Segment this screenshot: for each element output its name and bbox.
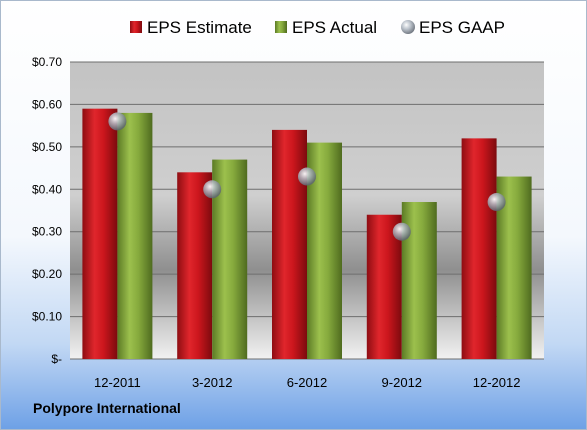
company-name: Polypore International (33, 400, 181, 416)
legend-swatch (130, 21, 142, 33)
y-tick-label: $0.40 (32, 182, 62, 196)
legend: EPS Estimate EPS Actual EPS GAAP (130, 18, 505, 37)
eps-estimate-bar (82, 108, 118, 360)
legend-actual: EPS Actual (275, 18, 377, 37)
x-axis-tick-labels: 12-2011 3-2012 6-2012 9-2012 12-2012 (94, 375, 520, 390)
x-tick-label: 3-2012 (192, 375, 232, 390)
bar-series (82, 108, 532, 360)
eps-gaap-marker (487, 193, 506, 212)
legend-label: EPS Actual (292, 18, 377, 37)
x-tick-label: 6-2012 (287, 375, 327, 390)
y-tick-label: $- (51, 352, 62, 366)
x-tick-label: 9-2012 (382, 375, 422, 390)
eps-gaap-marker (298, 167, 316, 186)
eps-estimate-bar (272, 129, 307, 359)
legend-label: EPS Estimate (147, 18, 252, 37)
eps-estimate-bar (461, 138, 497, 359)
legend-estimate: EPS Estimate (130, 18, 252, 37)
x-tick-label: 12-2012 (473, 375, 521, 390)
eps-estimate-bar (177, 172, 213, 359)
legend-swatch (401, 20, 415, 34)
legend-label: EPS GAAP (419, 18, 505, 37)
eps-actual-bar (117, 112, 153, 360)
eps-gaap-marker (203, 180, 222, 199)
x-tick-label: 12-2011 (94, 375, 141, 390)
y-tick-label: $0.10 (32, 310, 62, 324)
eps-gaap-marker (108, 112, 127, 131)
y-axis-tick-labels: $- $0.10 $0.20 $0.30 $0.40 $0.50 $0.60 $0.70 (32, 55, 62, 366)
y-tick-label: $0.20 (32, 267, 62, 281)
eps-estimate-bar (366, 214, 402, 359)
legend-gaap: EPS GAAP (401, 18, 505, 37)
y-tick-label: $0.70 (32, 55, 62, 69)
y-tick-label: $0.30 (32, 225, 62, 239)
gaap-markers (108, 112, 506, 241)
y-tick-label: $0.50 (32, 140, 62, 154)
eps-gaap-marker (392, 222, 411, 241)
legend-swatch (275, 21, 287, 33)
y-tick-label: $0.60 (32, 97, 62, 111)
